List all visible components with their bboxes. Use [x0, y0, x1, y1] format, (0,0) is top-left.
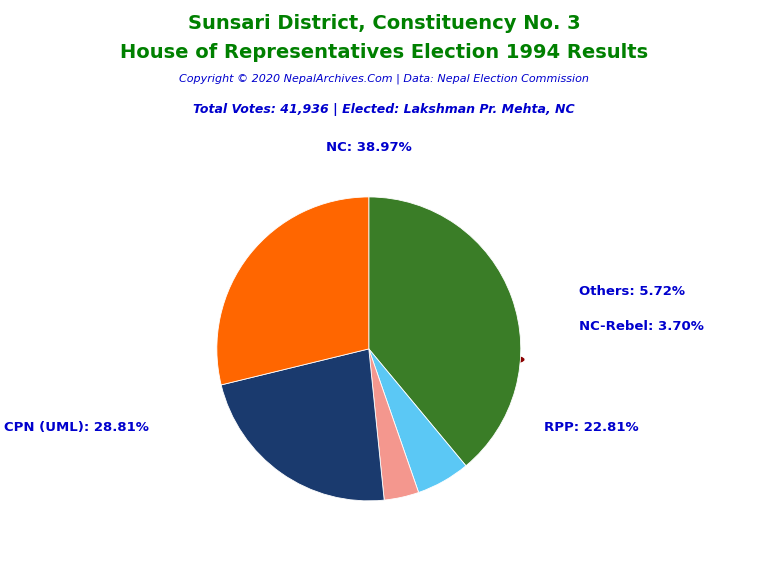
Text: CPN (UML): 28.81%: CPN (UML): 28.81% — [4, 422, 148, 434]
Text: House of Representatives Election 1994 Results: House of Representatives Election 1994 R… — [120, 43, 648, 62]
Wedge shape — [217, 197, 369, 385]
Wedge shape — [221, 349, 384, 501]
Text: Sunsari District, Constituency No. 3: Sunsari District, Constituency No. 3 — [187, 14, 581, 33]
Wedge shape — [369, 349, 466, 492]
Text: RPP: 22.81%: RPP: 22.81% — [544, 422, 638, 434]
Ellipse shape — [220, 348, 524, 371]
Wedge shape — [369, 197, 521, 466]
Text: NC: 38.97%: NC: 38.97% — [326, 141, 412, 154]
Text: Others: 5.72%: Others: 5.72% — [578, 285, 684, 298]
Text: Copyright © 2020 NepalArchives.Com | Data: Nepal Election Commission: Copyright © 2020 NepalArchives.Com | Dat… — [179, 74, 589, 84]
Text: NC-Rebel: 3.70%: NC-Rebel: 3.70% — [578, 320, 703, 332]
Text: Total Votes: 41,936 | Elected: Lakshman Pr. Mehta, NC: Total Votes: 41,936 | Elected: Lakshman … — [194, 103, 574, 116]
Wedge shape — [369, 349, 419, 500]
